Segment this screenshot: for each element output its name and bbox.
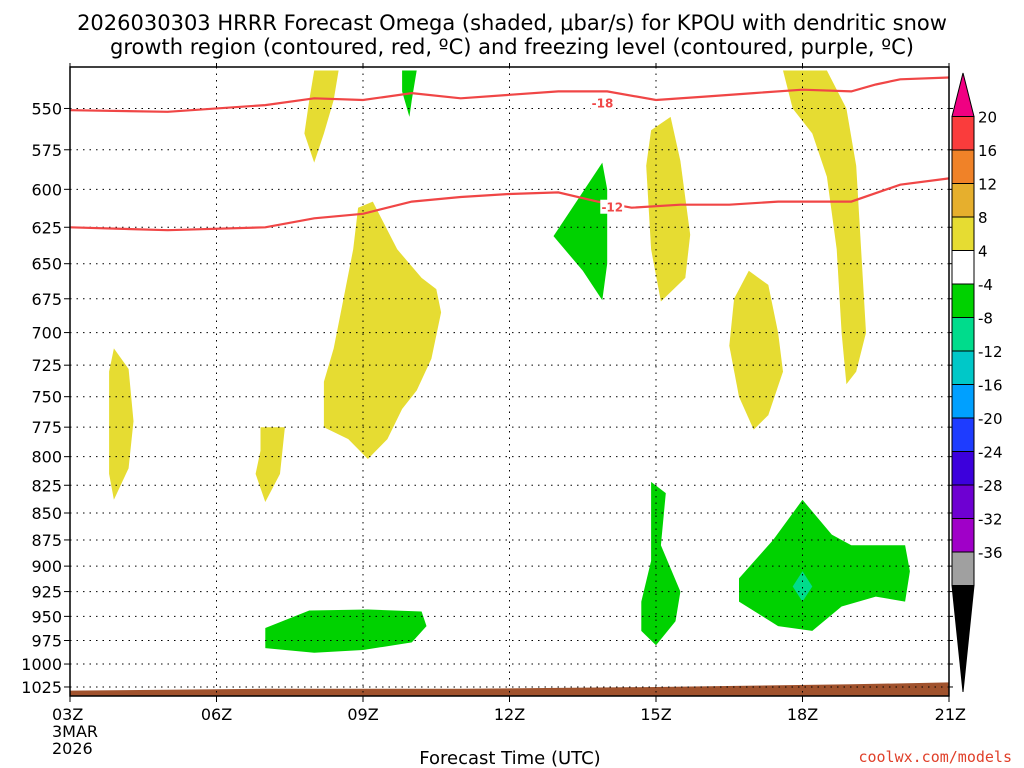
colorbar-cell — [951, 149, 975, 184]
colorbar-label: -16 — [978, 377, 1003, 395]
omega-region-1 — [323, 201, 442, 459]
y-tick-label: 950 — [31, 607, 62, 626]
x-tick-label: 03Z — [52, 705, 83, 724]
colorbar: 20 16 12 8 4 -4 -8 -12 -16 -20 -24 -28 -32 -36 — [951, 72, 1003, 693]
x-tick-label: 06Z — [201, 705, 232, 724]
colorbar-label: -36 — [978, 544, 1003, 562]
colorbar-cell — [951, 350, 975, 385]
colorbar-label: -4 — [978, 276, 993, 294]
colorbar-cell — [951, 283, 975, 318]
credit-text: coolwx.com/models — [858, 748, 1012, 766]
colorbar-label: -8 — [978, 310, 993, 328]
temperature-contours: -18 -12 — [69, 76, 950, 232]
omega-region-4 — [646, 116, 691, 302]
x-tick-sublabel-date: 3MAR — [52, 722, 98, 741]
omega-region-3 — [255, 427, 285, 502]
omega-region-11 — [739, 499, 910, 631]
terrain-layer — [70, 682, 949, 696]
isotherm-label-bg — [590, 95, 615, 110]
chart-title-line2: growth region (contoured, red, ºC) and f… — [110, 35, 914, 59]
y-tick-label: 1000 — [21, 655, 62, 674]
x-tick-label: 09Z — [347, 705, 378, 724]
isotherm-line--18 — [69, 76, 950, 113]
omega-region-10 — [641, 481, 681, 646]
axis-ticks: 550 575 600 625 650 675 700 725 750 775 800 825 850 8… — [21, 63, 966, 758]
colorbar-cell — [951, 484, 975, 519]
colorbar-cell — [951, 250, 975, 285]
y-tick-label: 650 — [31, 255, 62, 274]
colorbar-cell — [951, 451, 975, 486]
y-tick-label: 875 — [31, 531, 62, 550]
colorbar-label: 12 — [978, 176, 997, 194]
x-tick-label: 12Z — [494, 705, 525, 724]
colorbar-cell — [951, 183, 975, 218]
colorbar-cell — [951, 116, 975, 151]
x-tick-label: 15Z — [640, 705, 671, 724]
colorbar-label: 4 — [978, 243, 988, 261]
terrain-fill — [70, 682, 949, 696]
y-tick-label: 850 — [31, 504, 62, 523]
omega-region-9 — [265, 609, 427, 653]
colorbar-label: 20 — [978, 109, 997, 127]
y-tick-label: 600 — [31, 180, 62, 199]
y-tick-label: 925 — [31, 583, 62, 602]
omega-region-2 — [109, 348, 134, 500]
omega-region-12 — [792, 571, 813, 602]
y-tick-label: 825 — [31, 476, 62, 495]
isotherm-label-bg — [600, 199, 625, 214]
colorbar-cell — [951, 551, 975, 586]
colorbar-label: -32 — [978, 511, 1003, 529]
colorbar-label: 16 — [978, 142, 997, 160]
x-axis-label: Forecast Time (UTC) — [419, 748, 600, 768]
colorbar-cell — [951, 417, 975, 452]
colorbar-label: 8 — [978, 209, 988, 227]
colorbar-cell — [951, 216, 975, 251]
colorbar-label: -24 — [978, 444, 1003, 462]
omega-region-0 — [304, 70, 339, 163]
y-tick-label: 800 — [31, 448, 62, 467]
colorbar-bottom-arrow — [951, 585, 975, 693]
isotherm-label: -12 — [601, 201, 623, 215]
y-tick-label: 900 — [31, 557, 62, 576]
grid-lines — [70, 67, 949, 696]
omega-region-5 — [729, 270, 783, 430]
y-tick-label: 575 — [31, 141, 62, 160]
y-tick-label: 1025 — [21, 678, 62, 697]
y-tick-label: 750 — [31, 388, 62, 407]
y-tick-label: 675 — [31, 290, 62, 309]
colorbar-label: -28 — [978, 477, 1003, 495]
colorbar-label: -12 — [978, 343, 1003, 361]
isotherm-line--12 — [69, 177, 950, 232]
omega-region-6 — [783, 70, 866, 385]
x-tick-label: 21Z — [935, 705, 966, 724]
colorbar-label: -20 — [978, 410, 1003, 428]
omega-region-8 — [553, 162, 608, 301]
omega-shading — [109, 70, 910, 653]
colorbar-top-arrow — [951, 72, 975, 117]
x-tick-label: 18Z — [787, 705, 818, 724]
y-tick-label: 775 — [31, 418, 62, 437]
y-tick-label: 700 — [31, 324, 62, 343]
y-tick-label: 975 — [31, 632, 62, 651]
y-tick-label: 550 — [31, 99, 62, 118]
colorbar-cell — [951, 518, 975, 553]
isotherm-label: -18 — [592, 96, 614, 110]
colorbar-cell — [951, 384, 975, 419]
x-tick-sublabel-year: 2026 — [52, 739, 93, 758]
y-tick-label: 625 — [31, 218, 62, 237]
colorbar-cell — [951, 317, 975, 352]
chart-title-line1: 2026030303 HRRR Forecast Omega (shaded, … — [77, 11, 947, 35]
y-tick-label: 725 — [31, 356, 62, 375]
